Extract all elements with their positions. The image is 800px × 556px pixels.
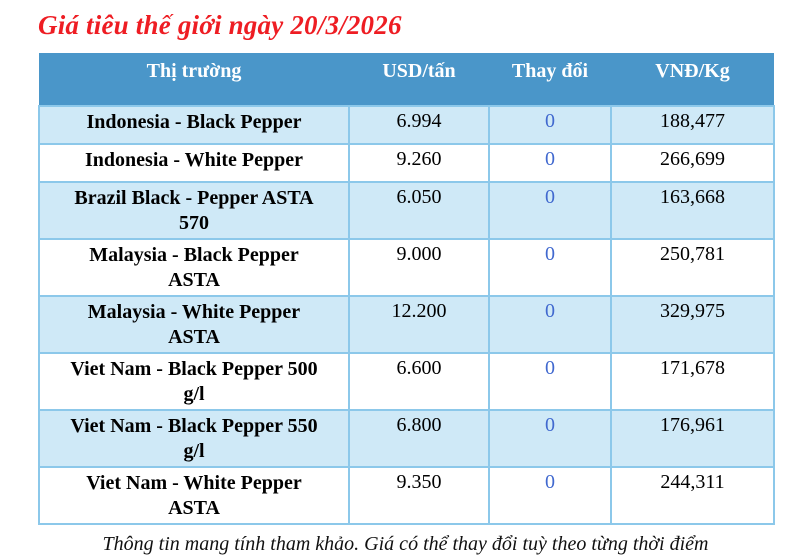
market-cell: Indonesia - White Pepper — [38, 143, 350, 183]
table-row: Brazil Black - Pepper ASTA 570 6.050 0 1… — [38, 181, 775, 240]
vnd-cell: 266,699 — [610, 143, 775, 183]
usd-cell: 6.800 — [348, 409, 490, 468]
market-cell: Malaysia - White Pepper ASTA — [38, 295, 350, 354]
market-cell: Brazil Black - Pepper ASTA 570 — [38, 181, 350, 240]
usd-cell: 6.994 — [348, 105, 490, 145]
change-cell: 0 — [488, 295, 612, 354]
table-header-row: Thị trường USD/tấn Thay đổi VNĐ/Kg — [39, 53, 774, 106]
market-cell: Viet Nam - Black Pepper 500 g/l — [38, 352, 350, 411]
market-cell: Viet Nam - Black Pepper 550 g/l — [38, 409, 350, 468]
table-row: Indonesia - White Pepper 9.260 0 266,699 — [38, 143, 775, 183]
change-cell: 0 — [488, 238, 612, 297]
change-cell: 0 — [488, 143, 612, 183]
header-vnd: VNĐ/Kg — [611, 53, 774, 106]
header-usd: USD/tấn — [349, 53, 489, 106]
table-row: Viet Nam - Black Pepper 550 g/l 6.800 0 … — [38, 409, 775, 468]
table-row: Viet Nam - Black Pepper 500 g/l 6.600 0 … — [38, 352, 775, 411]
change-cell: 0 — [488, 409, 612, 468]
vnd-cell: 250,781 — [610, 238, 775, 297]
usd-cell: 6.050 — [348, 181, 490, 240]
vnd-cell: 188,477 — [610, 105, 775, 145]
table-row: Viet Nam - White Pepper ASTA 9.350 0 244… — [38, 466, 775, 525]
disclaimer-note: Thông tin mang tính tham khảo. Giá có th… — [102, 533, 709, 555]
market-cell: Viet Nam - White Pepper ASTA — [38, 466, 350, 525]
vnd-cell: 329,975 — [610, 295, 775, 354]
usd-cell: 9.350 — [348, 466, 490, 525]
change-cell: 0 — [488, 105, 612, 145]
header-market: Thị trường — [39, 53, 349, 106]
market-cell: Indonesia - Black Pepper — [38, 105, 350, 145]
usd-cell: 9.260 — [348, 143, 490, 183]
page-title: Giá tiêu thế giới ngày 20/3/2026 — [38, 10, 402, 40]
change-cell: 0 — [488, 466, 612, 525]
change-cell: 0 — [488, 352, 612, 411]
market-cell: Malaysia - Black Pepper ASTA — [38, 238, 350, 297]
vnd-cell: 171,678 — [610, 352, 775, 411]
table-row: Indonesia - Black Pepper 6.994 0 188,477 — [38, 105, 775, 145]
table-row: Malaysia - Black Pepper ASTA 9.000 0 250… — [38, 238, 775, 297]
change-cell: 0 — [488, 181, 612, 240]
table-row: Malaysia - White Pepper ASTA 12.200 0 32… — [38, 295, 775, 354]
vnd-cell: 176,961 — [610, 409, 775, 468]
header-change: Thay đổi — [489, 53, 611, 106]
pepper-price-table: Thị trường USD/tấn Thay đổi VNĐ/Kg Indon… — [38, 53, 775, 525]
usd-cell: 9.000 — [348, 238, 490, 297]
usd-cell: 6.600 — [348, 352, 490, 411]
page: Giá tiêu thế giới ngày 20/3/2026 Thị trư… — [0, 10, 800, 556]
vnd-cell: 163,668 — [610, 181, 775, 240]
usd-cell: 12.200 — [348, 295, 490, 354]
vnd-cell: 244,311 — [610, 466, 775, 525]
